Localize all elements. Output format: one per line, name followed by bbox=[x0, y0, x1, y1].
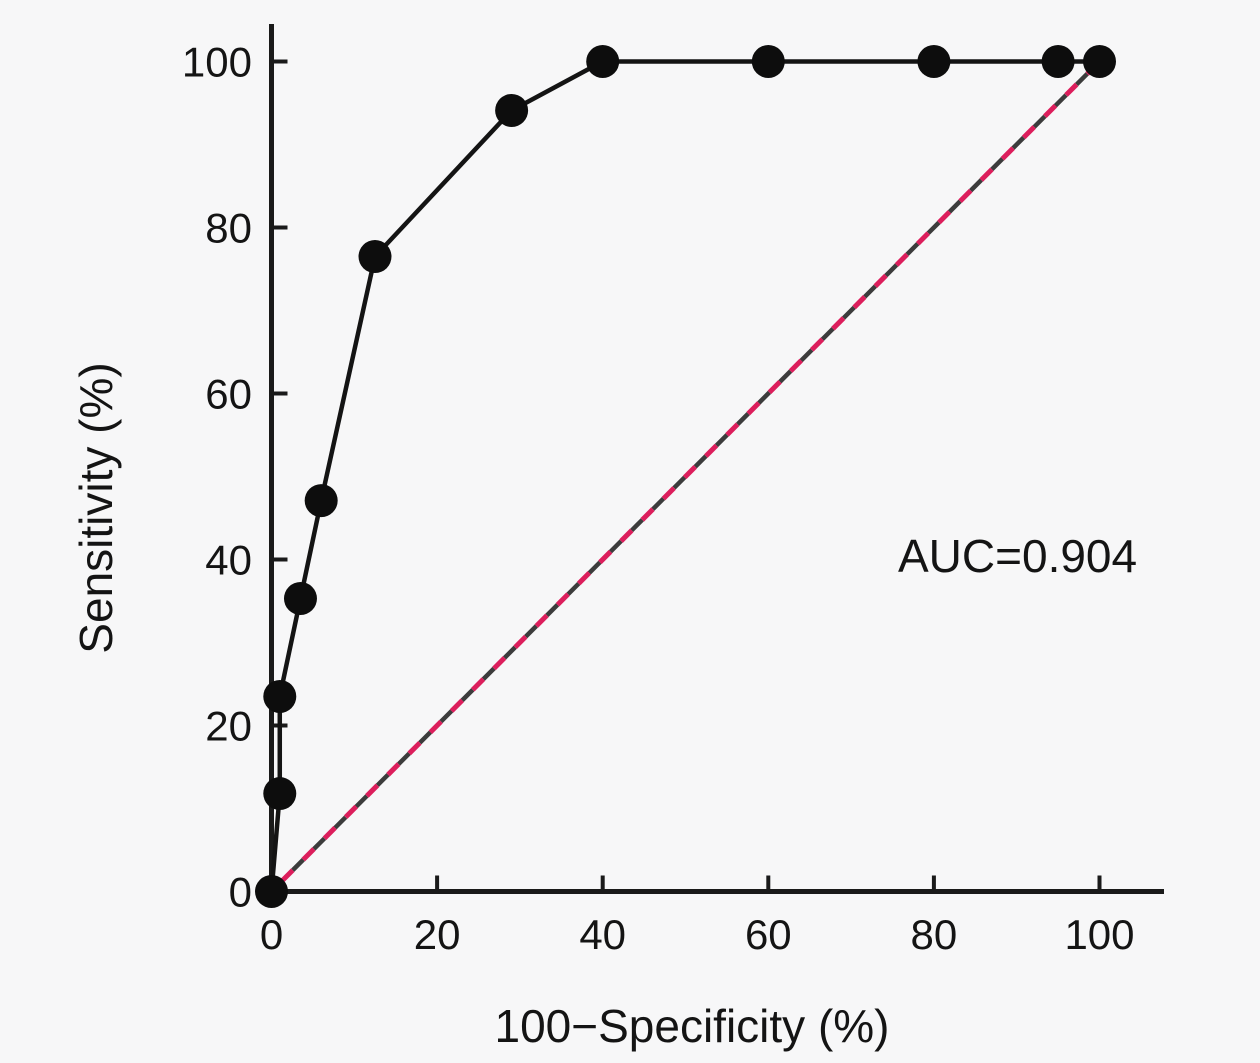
x-tick-label: 60 bbox=[745, 911, 792, 958]
data-point bbox=[751, 45, 785, 78]
data-point bbox=[495, 93, 529, 127]
y-tick-label: 100 bbox=[182, 39, 252, 86]
x-tick-label: 0 bbox=[260, 911, 283, 958]
auc-annotation: AUC=0.904 bbox=[898, 530, 1137, 582]
y-tick-label: 20 bbox=[205, 703, 252, 750]
diagonal-dash-red bbox=[269, 59, 1102, 894]
y-tick-label: 80 bbox=[205, 205, 252, 252]
data-point bbox=[304, 484, 338, 518]
x-tick-label: 80 bbox=[911, 911, 958, 958]
data-point bbox=[1083, 45, 1116, 78]
roc-curve-series bbox=[255, 45, 1116, 908]
data-point bbox=[358, 240, 392, 274]
y-tick-label: 40 bbox=[205, 537, 252, 584]
data-point bbox=[1041, 45, 1075, 78]
y-axis-title: Sensitivity (%) bbox=[70, 362, 122, 653]
y-tick-label: 0 bbox=[229, 869, 252, 916]
x-axis-title: 100−Specificity (%) bbox=[495, 1000, 890, 1052]
tick-labels: 0 20 40 60 80 100 0 20 40 60 80 100 bbox=[182, 39, 1135, 959]
data-point bbox=[263, 679, 297, 713]
axes bbox=[269, 24, 1164, 894]
reference-diagonal bbox=[269, 59, 1102, 894]
data-point bbox=[283, 582, 317, 616]
x-tick-label: 100 bbox=[1064, 911, 1134, 958]
x-tick-label: 40 bbox=[579, 911, 626, 958]
data-point bbox=[255, 875, 288, 908]
x-tick-label: 20 bbox=[414, 911, 461, 958]
data-point bbox=[917, 45, 951, 78]
data-point bbox=[263, 777, 297, 811]
y-tick-label: 60 bbox=[205, 371, 252, 418]
data-point bbox=[586, 45, 620, 78]
